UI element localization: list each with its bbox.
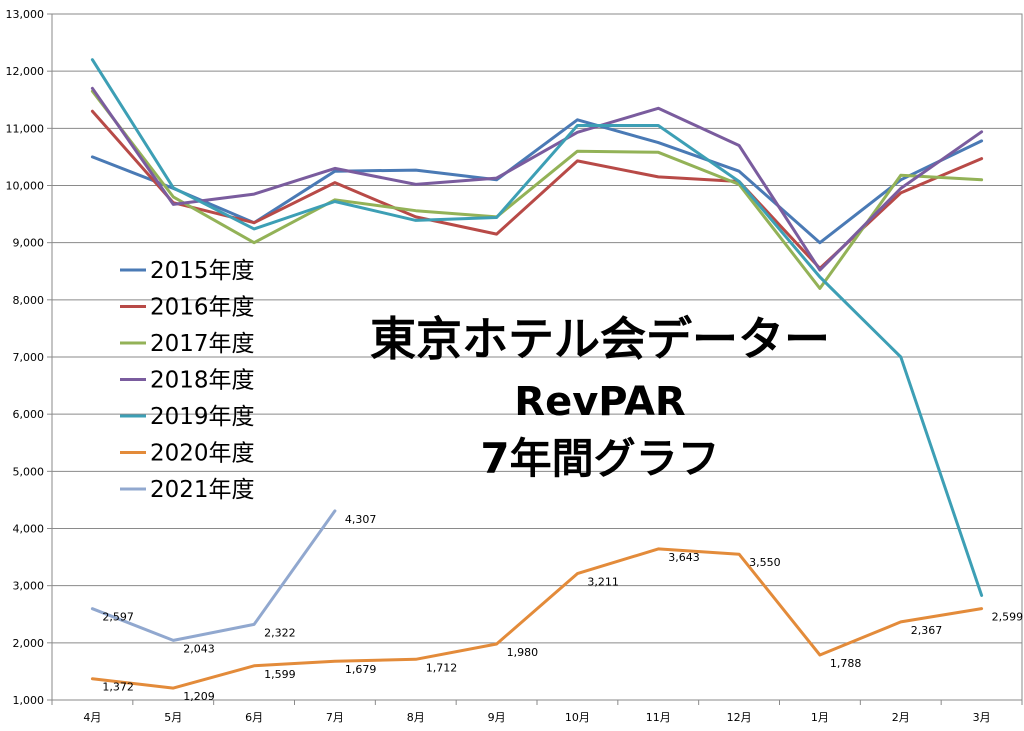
data-label: 3,643: [668, 551, 700, 564]
data-label: 2,322: [264, 626, 296, 639]
y-tick-label: 11,000: [6, 122, 45, 135]
x-tick-label: 7月: [326, 711, 344, 724]
x-tick-label: 1月: [811, 711, 829, 724]
legend-label: 2015年度: [150, 258, 255, 284]
x-tick-label: 12月: [727, 711, 752, 724]
legend-label: 2020年度: [150, 441, 255, 467]
x-tick-label: 10月: [565, 711, 590, 724]
y-tick-label: 1,000: [13, 694, 45, 707]
y-tick-label: 13,000: [6, 8, 45, 21]
chart-title: 東京ホテル会データー RevPAR 7年間グラフ: [370, 312, 830, 483]
data-label: 1,980: [507, 646, 539, 659]
legend-label: 2018年度: [150, 368, 255, 394]
legend-label: 2021年度: [150, 477, 255, 503]
data-label: 2,043: [183, 642, 215, 655]
data-label: 4,307: [345, 513, 377, 526]
series-line-7: [90, 509, 337, 642]
data-label: 2,599: [992, 611, 1024, 624]
data-label: 1,209: [183, 690, 215, 703]
legend-label: 2016年度: [150, 295, 255, 321]
y-tick-label: 5,000: [13, 465, 45, 478]
x-tick-label: 6月: [245, 711, 263, 724]
data-label: 1,679: [345, 663, 377, 676]
y-tick-label: 7,000: [13, 351, 45, 364]
y-tick-label: 3,000: [13, 580, 45, 593]
data-labels: 1,372 1,209 1,599 1,679 1,712 1,980 3,211 3,643…: [102, 513, 1023, 703]
x-tick-label: 2月: [892, 711, 910, 724]
y-tick-label: 8,000: [13, 294, 45, 307]
title-line-1: 東京ホテル会データー: [370, 312, 830, 366]
data-label: 3,211: [587, 576, 619, 589]
x-tick-label: 4月: [83, 711, 101, 724]
y-tick-label: 6,000: [13, 408, 45, 421]
series-line-5: [90, 58, 984, 597]
x-tick-label: 9月: [488, 711, 506, 724]
y-tick-label: 4,000: [13, 523, 45, 536]
x-axis: 4月 5月 6月 7月 8月 9月 10月 11月 12月 1月 2月 3月: [51, 700, 1023, 724]
data-label: 1,372: [102, 681, 133, 694]
y-tick-label: 10,000: [6, 180, 45, 193]
series-line-3: [90, 89, 984, 290]
x-tick-label: 11月: [646, 711, 671, 724]
x-tick-label: 5月: [164, 711, 182, 724]
series-line-4: [90, 86, 984, 272]
data-label: 1,788: [830, 657, 862, 670]
legend-label: 2017年度: [150, 331, 255, 357]
data-label: 1,599: [264, 668, 296, 681]
data-label: 2,597: [102, 611, 133, 624]
legend: 2015年度 2016年度 2017年度 2018年度 2019年度 2020年度 2021…: [120, 258, 255, 503]
title-line-2: RevPAR: [514, 379, 685, 425]
data-label: 2,367: [911, 624, 943, 637]
series-line-1: [90, 118, 984, 245]
x-tick-label: 8月: [407, 711, 425, 724]
legend-label: 2019年度: [150, 404, 255, 430]
y-tick-label: 12,000: [6, 65, 45, 78]
y-tick-label: 9,000: [13, 237, 45, 250]
y-tick-label: 2,000: [13, 637, 45, 650]
data-label: 1,712: [426, 661, 458, 674]
series-line-6: [90, 547, 984, 690]
series-lines: [90, 58, 984, 690]
data-label: 3,550: [749, 556, 781, 569]
x-tick-label: 3月: [973, 711, 991, 724]
title-line-3: 7年間グラフ: [480, 434, 719, 483]
y-axis: 1,000 2,000 3,000 4,000 5,000 6,000 7,000 8,000…: [6, 8, 52, 707]
